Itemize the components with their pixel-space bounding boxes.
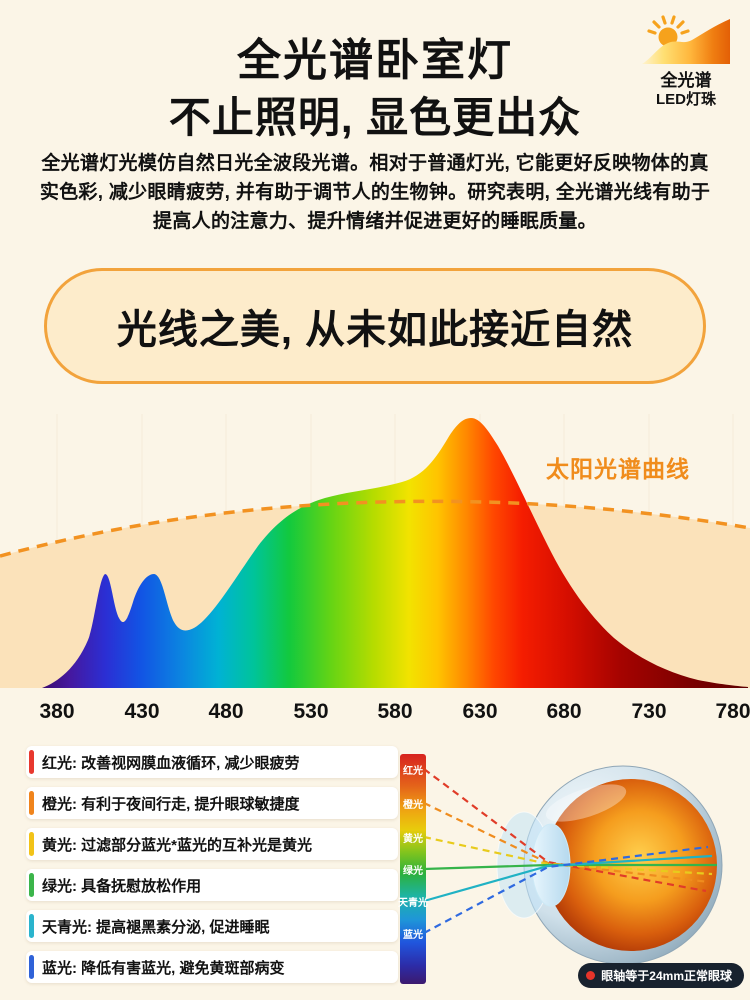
benefit-color-bar xyxy=(29,832,34,856)
benefit-row-blue: 蓝光: 降低有害蓝光, 避免黄斑部病变 xyxy=(26,951,398,983)
sun-spectrum-dashed-curve xyxy=(0,499,750,558)
light-rays xyxy=(423,768,717,934)
axis-tick: 380 xyxy=(39,700,75,723)
sun-mountain-icon xyxy=(642,15,730,64)
intro-paragraph: 全光谱灯光模仿自然日光全波段光谱。相对于普通灯光, 它能更好反映物体的真实色彩,… xyxy=(39,153,711,232)
benefit-row-orange: 橙光: 有利于夜间行走, 提升眼球敏捷度 xyxy=(26,787,398,819)
logo-text-line1: 全光谱 xyxy=(660,71,712,90)
led-spectrum-area xyxy=(42,418,748,688)
benefit-text: 橙光: 有利于夜间行走, 提升眼球敏捷度 xyxy=(42,795,300,813)
eye-highlight xyxy=(545,784,627,822)
benefit-row-sky: 天青光: 提高褪黑素分泌, 促进睡眠 xyxy=(26,910,398,942)
axis-tick: 680 xyxy=(546,700,582,723)
benefit-color-bar xyxy=(29,750,34,774)
bar-label-yellow: 黄光 xyxy=(403,834,423,845)
spectrum-color-bar: 红光 橙光 黄光 绿光 天青光 蓝光 xyxy=(398,754,428,984)
benefit-text: 天青光: 提高褪黑素分泌, 促进睡眠 xyxy=(42,918,270,936)
bar-label-green: 绿光 xyxy=(403,866,423,877)
spectrum-chart-svg xyxy=(0,414,750,688)
brand-logo: 全光谱 LED灯珠 xyxy=(634,12,738,109)
benefit-text: 黄光: 过滤部分蓝光*蓝光的互补光是黄光 xyxy=(42,836,313,854)
benefit-color-bar xyxy=(29,914,34,938)
logo-text-line2: LED灯珠 xyxy=(655,91,716,109)
eye-axis-badge: 眼轴等于24mm正常眼球 xyxy=(578,963,744,988)
benefit-color-bar xyxy=(29,791,34,815)
bar-label-blue: 蓝光 xyxy=(403,930,423,941)
mountain-shape xyxy=(642,19,730,64)
sun-curve-label: 太阳光谱曲线 xyxy=(546,456,690,482)
benefit-color-bar xyxy=(29,955,34,979)
axis-tick: 630 xyxy=(462,700,498,723)
page-title-line1: 全光谱卧室灯 xyxy=(237,36,513,85)
benefit-text: 红光: 改善视网膜血液循环, 减少眼疲劳 xyxy=(42,754,300,772)
ray-cyan xyxy=(423,854,713,903)
benefit-text: 蓝光: 降低有害蓝光, 避免黄斑部病变 xyxy=(42,959,285,977)
sun-rays xyxy=(647,15,690,35)
eye-illustration xyxy=(423,765,723,965)
axis-tick: 430 xyxy=(124,700,160,723)
badge-text: 眼轴等于24mm正常眼球 xyxy=(601,969,732,983)
slogan-banner: 光线之美, 从未如此接近自然 xyxy=(44,268,706,384)
benefit-row-green: 绿光: 具备抚慰放松作用 xyxy=(26,869,398,901)
axis-tick: 780 xyxy=(715,700,750,723)
benefit-row-yellow: 黄光: 过滤部分蓝光*蓝光的互补光是黄光 xyxy=(26,828,398,860)
bar-label-sky: 天青光 xyxy=(398,898,428,909)
spectrum-chart: 太阳光谱曲线 xyxy=(0,406,750,698)
bar-label-orange: 橙光 xyxy=(403,800,423,811)
axis-tick: 530 xyxy=(293,700,329,723)
wavelength-axis: 380 430 480 530 580 630 680 730 780 xyxy=(0,700,750,728)
benefit-text: 绿光: 具备抚慰放松作用 xyxy=(42,877,202,895)
axis-tick: 580 xyxy=(377,700,413,723)
axis-tick: 730 xyxy=(631,700,667,723)
light-benefits-list: 红光: 改善视网膜血液循环, 减少眼疲劳 橙光: 有利于夜间行走, 提升眼球敏捷… xyxy=(26,746,398,992)
axis-tick: 480 xyxy=(208,700,244,723)
benefit-row-red: 红光: 改善视网膜血液循环, 减少眼疲劳 xyxy=(26,746,398,778)
eye-diagram-panel: 红光 橙光 黄光 绿光 天青光 蓝光 眼轴等于24mm正常眼球 xyxy=(396,748,750,994)
badge-dot-icon xyxy=(586,971,596,980)
ray-red xyxy=(423,768,707,893)
benefit-color-bar xyxy=(29,873,34,897)
bar-label-red: 红光 xyxy=(403,766,423,777)
page-title-line2: 不止照明, 显色更出众 xyxy=(168,94,582,141)
